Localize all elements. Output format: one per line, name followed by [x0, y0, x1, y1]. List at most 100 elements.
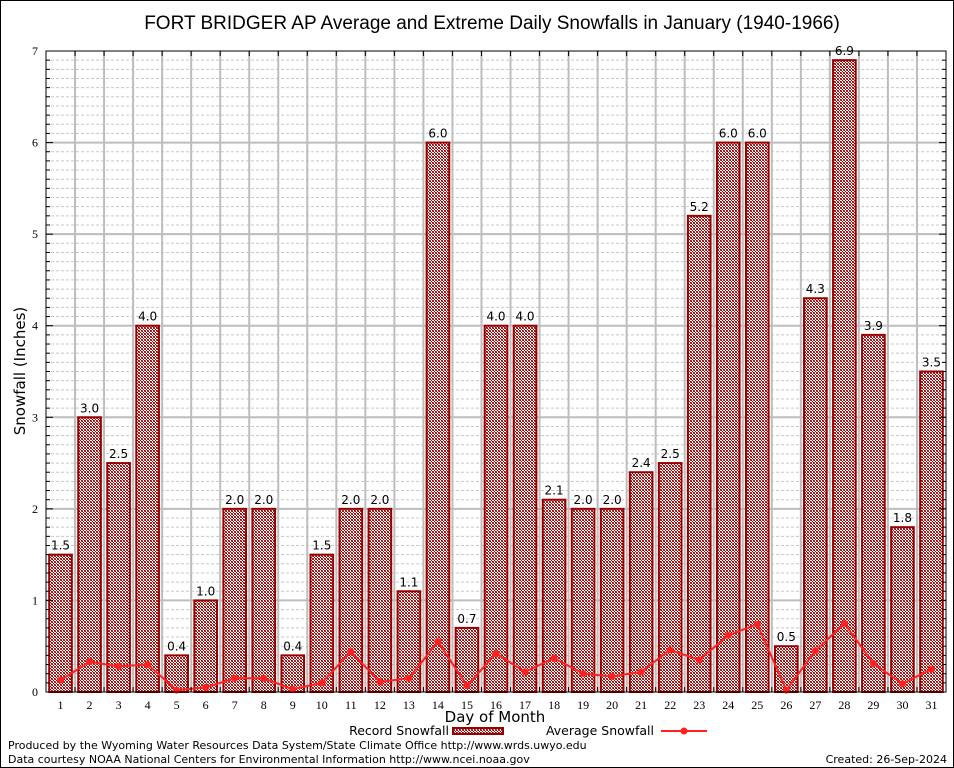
- average-point-4: [144, 661, 152, 669]
- bar-record-30: [890, 526, 915, 694]
- bar-record-29: [861, 333, 886, 693]
- x-tick-label-18: 18: [548, 698, 560, 712]
- bar-label-26: 0.5: [777, 630, 796, 644]
- legend-average-marker: [680, 727, 688, 735]
- x-tick-label-4: 4: [145, 698, 151, 712]
- bar-label-29: 3.9: [864, 319, 883, 333]
- average-point-20: [608, 672, 616, 680]
- bar-record-5: [164, 654, 189, 693]
- legend-average-label: Average Snowfall: [546, 723, 654, 738]
- x-axis-label: Day of Month: [445, 708, 546, 726]
- y-axis-label: Snowfall (Inches): [11, 307, 29, 435]
- bar-label-16: 4.0: [486, 310, 505, 324]
- average-point-17: [521, 668, 529, 676]
- bar-label-6: 1.0: [196, 584, 215, 598]
- average-point-28: [840, 619, 848, 627]
- bar-label-15: 0.7: [457, 612, 476, 626]
- x-tick-label-12: 12: [374, 698, 386, 712]
- average-point-9: [289, 685, 297, 693]
- x-tick-label-10: 10: [316, 698, 328, 712]
- x-tick-label-24: 24: [722, 698, 734, 712]
- average-point-22: [666, 646, 674, 654]
- bar-label-3: 2.5: [109, 447, 128, 461]
- x-tick-label-2: 2: [87, 698, 93, 712]
- legend: Record Snowfall Average Snowfall: [349, 723, 707, 738]
- x-tick-label-25: 25: [751, 698, 763, 712]
- x-tick-label-11: 11: [345, 698, 357, 712]
- average-point-31: [927, 665, 935, 673]
- x-tick-label-20: 20: [606, 698, 618, 712]
- x-tick-label-27: 27: [809, 698, 821, 712]
- bar-record-12: [367, 507, 393, 693]
- footer-produced-by: Produced by the Wyoming Water Resources …: [8, 739, 587, 752]
- average-point-26: [782, 686, 790, 694]
- bar-label-18: 2.1: [545, 484, 564, 498]
- x-tick-label-19: 19: [577, 698, 589, 712]
- bar-label-8: 2.0: [254, 493, 273, 507]
- x-tick-label-15: 15: [461, 698, 473, 712]
- bar-labels: 1.5 3.0 2.5 4.0 0.4 1.0 2.0 2.0 0.4 1.5 2.0 2.0 1.1 6…: [51, 44, 941, 653]
- y-tick-label-5: 5: [32, 227, 38, 241]
- footer-created: Created: 26-Sep-2024: [825, 753, 947, 766]
- average-point-21: [637, 668, 645, 676]
- average-point-6: [202, 683, 210, 691]
- bar-label-25: 6.0: [748, 127, 767, 141]
- bar-record-3: [106, 462, 131, 694]
- bar-record-27: [803, 297, 828, 693]
- average-point-29: [869, 660, 877, 668]
- chart-title: FORT BRIDGER AP Average and Extreme Dail…: [144, 13, 840, 34]
- axes: [45, 50, 947, 693]
- bar-label-13: 1.1: [399, 575, 418, 589]
- x-tick-label-6: 6: [203, 698, 209, 712]
- bar-label-14: 6.0: [428, 127, 447, 141]
- bar-record-17: [512, 324, 538, 693]
- y-tick-label-0: 0: [32, 685, 38, 699]
- average-point-10: [318, 679, 326, 687]
- bar-label-24: 6.0: [719, 127, 738, 141]
- average-point-23: [695, 656, 703, 664]
- bar-record-26: [774, 645, 799, 694]
- bar-record-20: [599, 507, 625, 693]
- bar-label-20: 2.0: [603, 493, 622, 507]
- average-point-30: [898, 680, 906, 688]
- x-tick-label-16: 16: [490, 698, 502, 712]
- x-tick-label-28: 28: [838, 698, 850, 712]
- bar-label-5: 0.4: [167, 639, 186, 653]
- x-tick-label-14: 14: [432, 698, 444, 712]
- bar-record-25: [744, 141, 770, 694]
- bar-record-14: [425, 141, 451, 694]
- x-tick-label-3: 3: [116, 698, 122, 712]
- bar-label-7: 2.0: [225, 493, 244, 507]
- bar-record-21: [628, 471, 654, 693]
- bar-record-10: [309, 553, 335, 694]
- bar-label-27: 4.3: [806, 282, 825, 296]
- bar-label-11: 2.0: [341, 493, 360, 507]
- bars: [48, 59, 944, 694]
- x-tick-label-9: 9: [290, 698, 296, 712]
- bar-label-10: 1.5: [312, 539, 331, 553]
- y-tick-label-1: 1: [32, 593, 38, 607]
- bar-label-31: 3.5: [922, 356, 941, 370]
- bar-record-28: [832, 59, 857, 693]
- x-tick-labels: 1 2 3 4 5 6 7 8 9 10 11 12 13 14 15 16 17 18 19 20 21 22 23 24 2…: [58, 698, 938, 712]
- average-point-11: [347, 648, 355, 656]
- bar-record-19: [570, 507, 596, 693]
- bar-record-1: [48, 553, 73, 694]
- bar-label-12: 2.0: [370, 493, 389, 507]
- average-point-25: [753, 620, 761, 628]
- bar-record-7: [222, 507, 248, 693]
- average-point-2: [86, 658, 94, 666]
- x-tick-label-21: 21: [635, 698, 647, 712]
- bar-label-2: 3.0: [80, 401, 99, 415]
- bar-record-8: [251, 507, 277, 693]
- y-tick-label-3: 3: [32, 410, 38, 424]
- average-point-19: [579, 670, 587, 678]
- average-point-16: [492, 650, 500, 658]
- average-point-12: [376, 678, 384, 686]
- average-line: [57, 619, 935, 694]
- y-tick-labels: 0 1 2 3 4 5 6 7: [32, 44, 38, 699]
- x-tick-label-26: 26: [780, 698, 792, 712]
- bar-label-30: 1.8: [893, 511, 912, 525]
- bar-record-16: [483, 324, 509, 693]
- bar-label-9: 0.4: [283, 639, 302, 653]
